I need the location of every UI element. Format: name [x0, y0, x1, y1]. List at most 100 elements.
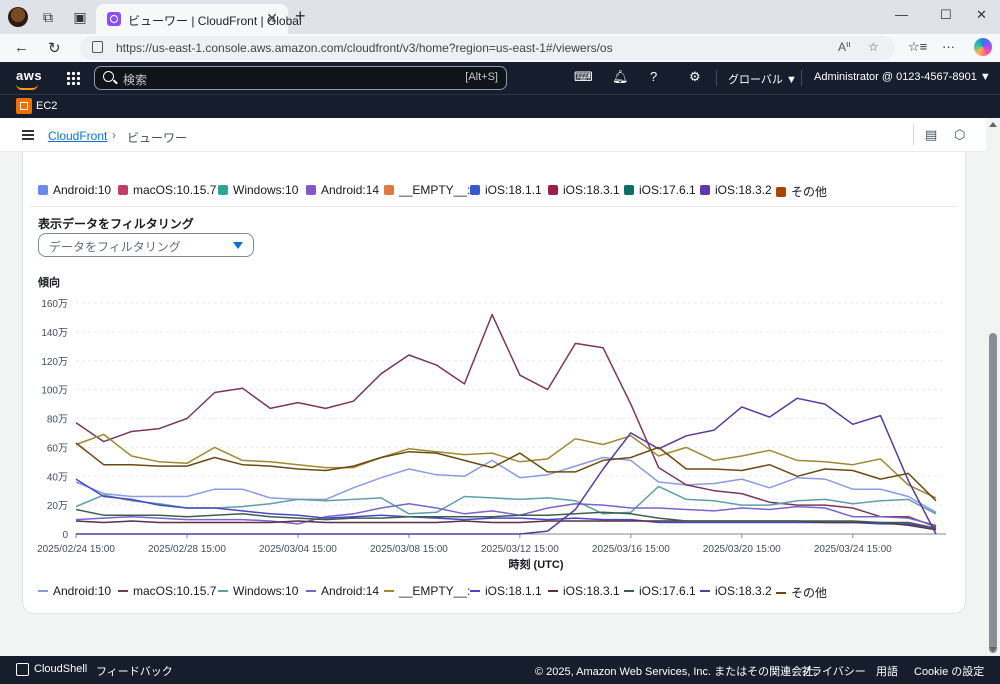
favorite-star-icon[interactable]: ☆ [868, 40, 879, 54]
legend-item[interactable]: Android:14 [306, 584, 379, 598]
lock-icon [92, 41, 103, 53]
account-menu[interactable]: Administrator @ 0123-4567-8901 ▼ [814, 71, 991, 83]
legend-item[interactable]: macOS:10.15.7 [118, 584, 216, 598]
legend-swatch [218, 590, 228, 592]
terms-link[interactable]: 用語 [876, 666, 898, 678]
legend-item[interactable]: Windows:10 [218, 584, 298, 598]
info-panel-icon[interactable]: ▤ [925, 127, 938, 142]
tab-actions-icon[interactable]: ▣ [73, 9, 87, 25]
search-input[interactable]: 検索 [Alt+S] [94, 66, 507, 90]
legend-label: iOS:18.3.1 [563, 183, 620, 197]
y-tick-label: 120万 [41, 357, 68, 368]
read-aloud-icon[interactable]: Aᐦ [838, 40, 851, 54]
legend-item[interactable]: Android:10 [38, 183, 111, 197]
cloudshell-icon[interactable]: ⌨ [574, 69, 593, 84]
legend-label: その他 [791, 586, 828, 600]
legend-label: iOS:18.1.1 [485, 183, 542, 197]
legend-item[interactable]: iOS:18.3.1 [548, 584, 620, 598]
cookie-settings-link[interactable]: Cookie の設定 [914, 666, 985, 678]
legend-swatch [548, 590, 558, 592]
aws-logo[interactable]: aws [16, 68, 43, 90]
series-line [75, 485, 937, 515]
y-tick-label: 160万 [41, 299, 68, 310]
workspaces-icon[interactable]: ⧉ [43, 9, 53, 25]
cloudfront-logo-icon[interactable]: ⬡ [954, 127, 966, 142]
page-scrollbar[interactable] [986, 118, 1000, 656]
scroll-up-icon[interactable] [989, 122, 997, 127]
cloudshell-link[interactable]: CloudShell [34, 663, 88, 675]
dropdown-caret-icon [233, 242, 243, 249]
legend-label: Windows:10 [233, 183, 299, 197]
services-menu-icon[interactable] [66, 71, 80, 85]
copilot-icon[interactable] [974, 38, 992, 56]
close-window-icon[interactable]: ✕ [976, 7, 987, 22]
breadcrumb-cloudfront-link[interactable]: CloudFront [48, 129, 108, 143]
help-icon[interactable]: ? [650, 69, 658, 84]
profile-avatar[interactable] [8, 7, 28, 27]
close-tab-icon[interactable]: ✕ [266, 10, 278, 26]
minimize-icon[interactable]: — [895, 7, 908, 22]
privacy-link[interactable]: プライバシー [800, 666, 866, 678]
ec2-shortcut-label[interactable]: EC2 [36, 100, 58, 112]
legend-item[interactable]: macOS:10.15.7 [118, 183, 216, 197]
legend-swatch [470, 185, 480, 195]
maximize-icon[interactable]: ☐ [940, 7, 952, 22]
y-tick-label: 20万 [47, 501, 68, 512]
ec2-icon[interactable] [16, 98, 32, 114]
legend-label: __EMPTY__: [399, 584, 471, 598]
scroll-down-icon[interactable] [989, 647, 997, 652]
chart-panel [22, 152, 966, 614]
legend-item[interactable]: Android:14 [306, 183, 379, 197]
series-line [75, 313, 937, 528]
scrollbar-thumb[interactable] [989, 333, 997, 653]
legend-label: Windows:10 [233, 584, 299, 598]
legend-item[interactable]: iOS:17.6.1 [624, 584, 696, 598]
legend-label: その他 [791, 185, 828, 199]
back-icon[interactable]: ← [14, 39, 29, 56]
copyright-text: © 2025, Amazon Web Services, Inc. またはその関… [535, 666, 825, 678]
legend-item[interactable]: iOS:17.6.1 [624, 183, 696, 197]
settings-gear-icon[interactable]: ⚙ [689, 69, 701, 84]
filter-select[interactable]: データをフィルタリング [38, 233, 254, 257]
legend-item[interactable]: Android:10 [38, 584, 111, 598]
url-field[interactable]: https://us-east-1.console.aws.amazon.com… [80, 36, 895, 60]
legend-item[interactable]: __EMPTY__: [384, 584, 470, 598]
series-line [75, 456, 937, 513]
legend-label: Android:14 [321, 584, 380, 598]
legend-swatch [624, 185, 634, 195]
series-line [75, 508, 937, 529]
url-text: https://us-east-1.console.aws.amazon.com… [116, 41, 613, 55]
x-tick-label: 2025/03/12 15:00 [481, 544, 559, 555]
y-tick-label: 40万 [47, 472, 68, 483]
legend-label: Android:14 [321, 183, 380, 197]
browser-tab-active[interactable]: ビューワー | CloudFront | Global ✕ [96, 4, 302, 34]
legend-item[interactable]: iOS:18.3.2 [700, 584, 772, 598]
legend-label: Android:10 [53, 183, 112, 197]
y-tick-label: 100万 [41, 386, 68, 397]
region-selector[interactable]: グローバル ▼ [728, 74, 797, 86]
search-shortcut: [Alt+S] [465, 71, 498, 83]
legend-item[interactable]: その他 [776, 183, 827, 200]
legend-label: Android:10 [53, 584, 112, 598]
legend-item[interactable]: iOS:18.3.1 [548, 183, 620, 197]
legend-label: iOS:18.3.1 [563, 584, 620, 598]
legend-swatch [384, 185, 394, 195]
legend-swatch [118, 590, 128, 592]
cloudshell-footer-icon[interactable] [16, 663, 29, 676]
legend-item[interactable]: __EMPTY__: [384, 183, 470, 197]
legend-item[interactable]: iOS:18.1.1 [470, 584, 542, 598]
hamburger-menu-icon[interactable] [22, 130, 34, 140]
legend-item[interactable]: iOS:18.3.2 [700, 183, 772, 197]
new-tab-icon[interactable]: + [295, 6, 306, 26]
legend-item[interactable]: Windows:10 [218, 183, 298, 197]
legend-item[interactable]: iOS:18.1.1 [470, 183, 542, 197]
feedback-link[interactable]: フィードバック [96, 666, 173, 678]
more-menu-icon[interactable]: ··· [942, 39, 955, 54]
legend-label: __EMPTY__: [399, 183, 471, 197]
refresh-icon[interactable]: ↻ [48, 40, 61, 57]
favorites-list-icon[interactable]: ☆≡ [908, 39, 928, 54]
legend-item[interactable]: その他 [776, 584, 827, 601]
legend-label: iOS:18.3.2 [715, 183, 772, 197]
notifications-bell-icon[interactable]: 🔔︎ [612, 69, 629, 84]
x-tick-label: 2025/02/28 15:00 [148, 544, 226, 555]
